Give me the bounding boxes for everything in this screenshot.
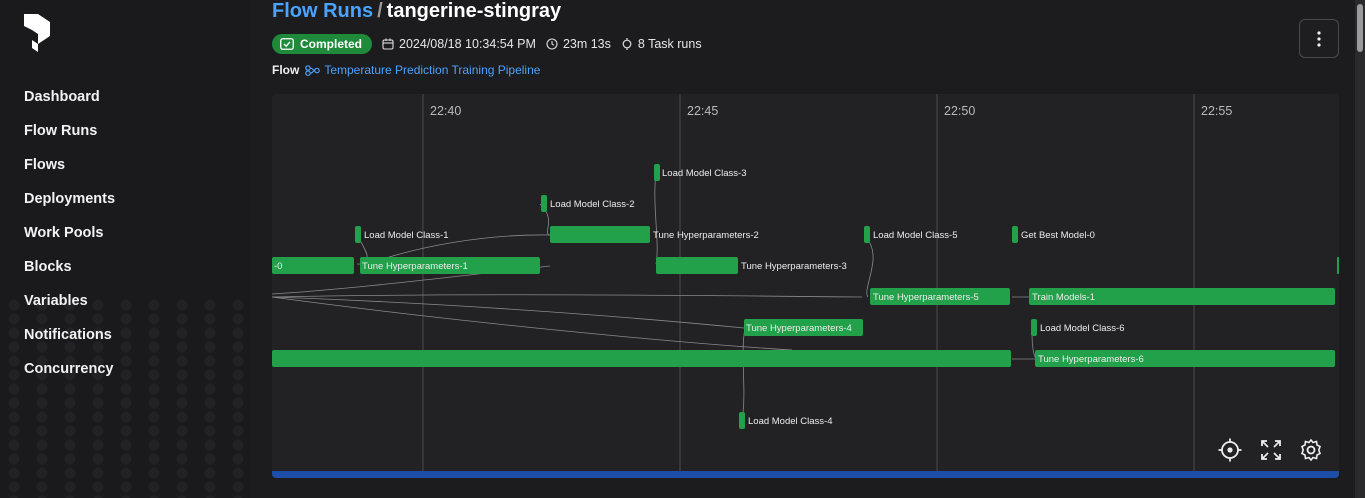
status-label: Completed	[300, 37, 363, 51]
task-node[interactable]	[272, 257, 354, 274]
clock-icon	[546, 38, 558, 50]
task-runs: 8 Task runs	[621, 37, 702, 51]
run-meta: Completed 2024/08/18 10:34:54 PM 23m 13s	[272, 34, 712, 54]
main-content: Flow Runs / tangerine-stingray Completed 2…	[272, 0, 1365, 498]
sidebar-nav: Dashboard Flow Runs Flows Deployments Wo…	[24, 88, 115, 394]
page-scrollbar[interactable]	[1355, 0, 1365, 498]
task-node[interactable]	[1035, 350, 1335, 367]
task-node-label: Load Model Class-4	[748, 416, 833, 427]
page-title: Flow Runs / tangerine-stingray	[272, 0, 561, 23]
sidebar-item-dashboard[interactable]: Dashboard	[24, 89, 100, 105]
task-node[interactable]	[864, 226, 870, 243]
sidebar-item-variables[interactable]: Variables	[24, 293, 88, 309]
task-node[interactable]	[870, 288, 1010, 305]
task-node[interactable]	[656, 257, 738, 274]
flow-icon	[305, 64, 321, 76]
sidebar-item-work-pools[interactable]: Work Pools	[24, 225, 104, 241]
breadcrumb-separator: /	[377, 0, 383, 22]
sidebar-item-flows[interactable]: Flows	[24, 157, 66, 173]
task-node-label: Get Best Model-0	[1021, 230, 1095, 241]
task-runs-text: 8 Task runs	[637, 37, 702, 51]
task-node[interactable]	[272, 350, 1011, 367]
task-node-label: Tune Hyperparameters-3	[741, 261, 847, 272]
task-node[interactable]	[550, 226, 650, 243]
run-name: tangerine-stingray	[386, 0, 562, 22]
task-node-label: Tune Hyperparameters-6	[1038, 354, 1144, 365]
sidebar-item-flow-runs[interactable]: Flow Runs	[24, 123, 98, 139]
task-node[interactable]	[541, 195, 547, 212]
task-node[interactable]	[744, 319, 863, 336]
task-node-label: Load Model Class-1	[364, 230, 449, 241]
breadcrumb-flow-runs[interactable]: Flow Runs	[272, 0, 374, 22]
more-options-button[interactable]	[1299, 19, 1339, 58]
time-tick: 22:50	[944, 104, 975, 118]
sidebar-item-blocks[interactable]: Blocks	[24, 259, 72, 275]
task-node-label: Load Model Class-5	[873, 230, 958, 241]
task-node[interactable]	[654, 164, 660, 181]
start-time-text: 2024/08/18 10:34:54 PM	[399, 37, 536, 51]
crosshair-icon[interactable]	[1218, 438, 1242, 462]
status-badge: Completed	[272, 34, 373, 54]
task-node-label: Load Model Class-3	[662, 168, 747, 179]
sidebar-item-deployments[interactable]: Deployments	[24, 191, 116, 207]
kebab-menu-icon	[1317, 30, 1321, 47]
sidebar-item-concurrency[interactable]: Concurrency	[24, 361, 114, 377]
task-node[interactable]	[1337, 257, 1339, 274]
task-node-label: -0	[274, 261, 282, 272]
fullscreen-icon[interactable]	[1259, 438, 1283, 462]
calendar-icon	[382, 38, 394, 50]
sidebar: Dashboard Flow Runs Flows Deployments Wo…	[0, 0, 250, 498]
start-time: 2024/08/18 10:34:54 PM	[382, 37, 536, 51]
task-node[interactable]	[1012, 226, 1018, 243]
sidebar-item-notifications[interactable]: Notifications	[24, 327, 112, 343]
task-node-label: Load Model Class-2	[550, 199, 635, 210]
check-icon	[280, 38, 294, 50]
timeline-progress-bar	[272, 471, 1339, 478]
time-tick: 22:40	[430, 104, 461, 118]
duration-text: 23m 13s	[562, 37, 611, 51]
task-node-label: Tune Hyperparameters-5	[873, 292, 979, 303]
task-node-labels: Load Model Class-3 Load Model Class-2 Lo…	[274, 168, 1144, 427]
scrollbar-thumb[interactable]	[1357, 4, 1363, 52]
flow-link[interactable]: Temperature Prediction Training Pipeline	[324, 63, 541, 77]
task-node-label: Load Model Class-6	[1040, 323, 1125, 334]
task-node-label: Train Models-1	[1032, 292, 1095, 303]
gear-icon[interactable]	[1299, 438, 1323, 462]
flow-run-timeline[interactable]: 22:40 22:45 22:50 22:55	[272, 94, 1339, 478]
time-tick: 22:45	[687, 104, 718, 118]
time-tick: 22:55	[1201, 104, 1232, 118]
task-nodes	[272, 164, 1339, 429]
flow-info: Flow Temperature Prediction Training Pip…	[272, 63, 540, 77]
task-node[interactable]	[1031, 319, 1037, 336]
flow-label: Flow	[272, 63, 300, 77]
task-node[interactable]	[1029, 288, 1335, 305]
task-node-label: Tune Hyperparameters-1	[362, 261, 468, 272]
task-node-label: Tune Hyperparameters-4	[746, 323, 852, 334]
app-logo[interactable]	[24, 14, 50, 52]
task-node[interactable]	[355, 226, 361, 243]
task-node[interactable]	[360, 257, 540, 274]
task-node-label: Tune Hyperparameters-2	[653, 230, 759, 241]
task-run-icon	[622, 38, 632, 50]
duration: 23m 13s	[546, 37, 611, 51]
sidebar-decoration	[0, 298, 250, 498]
task-node[interactable]	[739, 412, 745, 429]
